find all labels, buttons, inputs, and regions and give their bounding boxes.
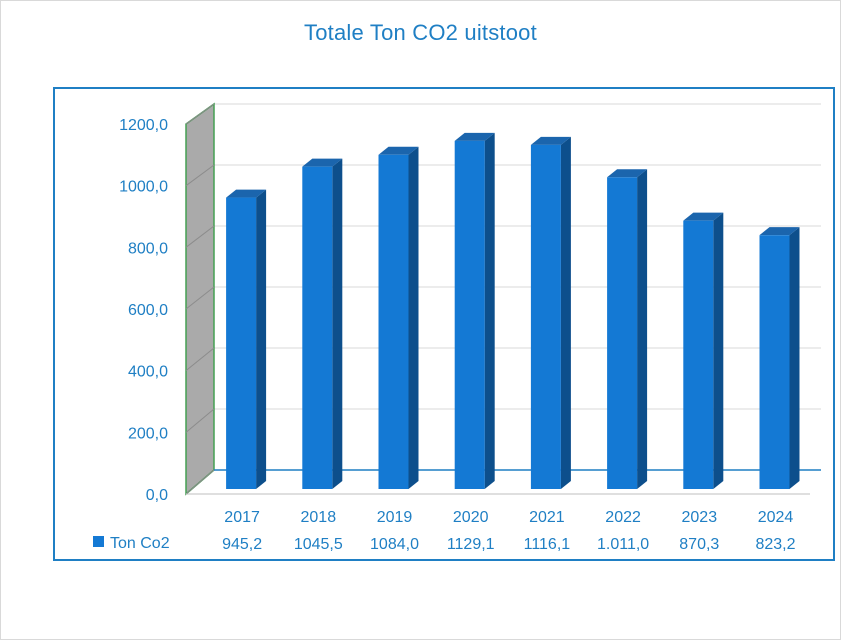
y-tick-label: 200,0 — [128, 425, 168, 442]
bar — [607, 177, 638, 489]
side-wall-gridline — [185, 225, 215, 248]
data-table-value: 1116,1 — [524, 536, 571, 553]
y-tick-label: 600,0 — [128, 302, 168, 319]
bar-top — [302, 158, 343, 167]
side-wall-gridline — [185, 408, 215, 433]
bar-top — [683, 212, 724, 221]
data-table-value: 823,2 — [755, 536, 795, 553]
bar-side — [789, 227, 800, 489]
bar-top — [607, 169, 648, 178]
x-tick-label: 2019 — [377, 509, 413, 526]
bar-top — [530, 136, 571, 145]
data-table-value: 1045,5 — [294, 536, 343, 553]
data-table-value: 945,2 — [222, 536, 262, 553]
bar-side — [637, 169, 648, 489]
side-wall-gridline — [185, 286, 215, 310]
x-tick-label: 2022 — [605, 509, 641, 526]
bar-top — [759, 227, 800, 236]
legend-series-name: Ton Co2 — [110, 535, 170, 552]
side-wall-gridline — [185, 164, 215, 187]
legend-swatch — [93, 536, 104, 547]
bar — [759, 235, 790, 489]
data-table-value: 1084,0 — [370, 536, 419, 553]
bar-side — [408, 146, 419, 489]
bar — [378, 154, 409, 489]
bar-top — [226, 189, 267, 198]
y-tick-label: 400,0 — [128, 364, 168, 381]
y-tick-label: 0,0 — [146, 487, 168, 504]
bar-side — [560, 136, 571, 489]
bar-side — [256, 189, 267, 489]
plot-frame — [53, 87, 835, 561]
bar — [454, 140, 485, 489]
chart-title: Totale Ton CO2 uitstoot — [304, 20, 537, 45]
data-table-value: 1129,1 — [447, 536, 495, 553]
side-wall-gridline — [185, 347, 215, 372]
bar-top — [378, 146, 419, 155]
x-tick-label: 2018 — [301, 509, 337, 526]
x-tick-label: 2021 — [529, 509, 565, 526]
bar — [530, 144, 561, 489]
data-table-value: 870,3 — [679, 536, 719, 553]
bar — [683, 220, 714, 489]
bar-top — [454, 132, 495, 141]
bar — [302, 166, 333, 489]
data-table-value: 1.011,0 — [597, 536, 649, 553]
bar-side — [332, 158, 343, 489]
y-tick-label: 1200,0 — [119, 117, 168, 134]
y-tick-label: 1000,0 — [119, 179, 168, 196]
side-wall — [185, 102, 215, 496]
x-tick-label: 2024 — [758, 509, 794, 526]
bar-side — [713, 212, 724, 489]
x-tick-label: 2017 — [224, 509, 260, 526]
bar — [226, 197, 257, 489]
side-wall-gridline — [185, 469, 215, 495]
x-tick-label: 2023 — [682, 509, 718, 526]
side-wall-gridline — [185, 103, 215, 125]
y-tick-label: 800,0 — [128, 240, 168, 257]
x-tick-label: 2020 — [453, 509, 489, 526]
bar-side — [484, 132, 495, 489]
